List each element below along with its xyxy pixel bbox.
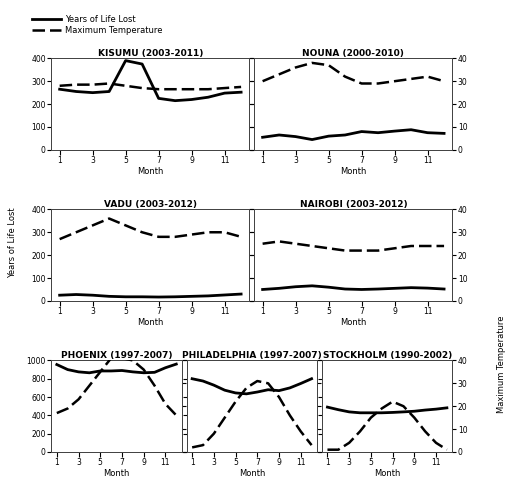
Title: NOUNA (2000-2010): NOUNA (2000-2010): [302, 49, 405, 57]
X-axis label: Month: Month: [137, 167, 163, 175]
Legend: Years of Life Lost, Maximum Temperature: Years of Life Lost, Maximum Temperature: [32, 15, 162, 35]
Title: PHILADELPHIA (1997-2007): PHILADELPHIA (1997-2007): [182, 351, 322, 360]
Title: NAIROBI (2003-2012): NAIROBI (2003-2012): [300, 200, 407, 208]
X-axis label: Month: Month: [340, 167, 366, 175]
Title: KISUMU (2003-2011): KISUMU (2003-2011): [98, 49, 203, 57]
X-axis label: Month: Month: [238, 469, 265, 478]
Text: Maximum Temperature: Maximum Temperature: [497, 316, 506, 413]
Title: STOCKHOLM (1990-2002): STOCKHOLM (1990-2002): [323, 351, 452, 360]
X-axis label: Month: Month: [374, 469, 400, 478]
Title: PHOENIX (1997-2007): PHOENIX (1997-2007): [61, 351, 172, 360]
X-axis label: Month: Month: [340, 317, 366, 327]
Title: VADU (2003-2012): VADU (2003-2012): [104, 200, 197, 208]
X-axis label: Month: Month: [137, 317, 163, 327]
X-axis label: Month: Month: [103, 469, 130, 478]
Text: Years of Life Lost: Years of Life Lost: [8, 208, 17, 278]
